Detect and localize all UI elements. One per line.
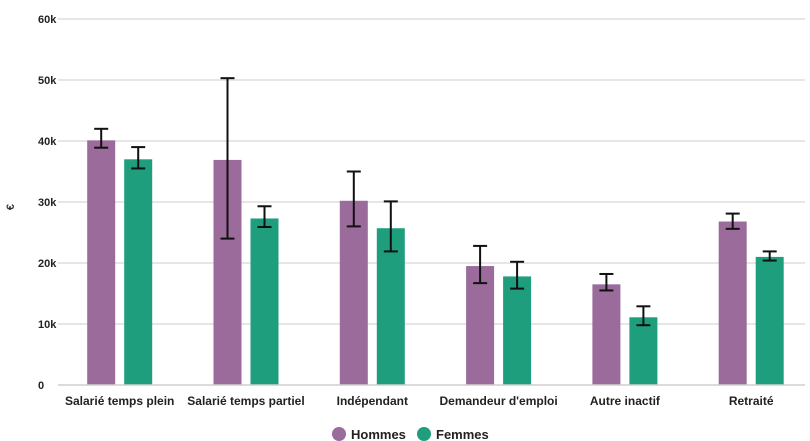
bar xyxy=(718,221,747,385)
x-category-label: Autre inactif xyxy=(590,394,661,408)
bar xyxy=(592,284,621,385)
x-axis-categories: Salarié temps plein Salarié temps partiel… xyxy=(65,394,774,408)
y-tick-label: 10k xyxy=(38,319,57,331)
bar xyxy=(629,317,658,385)
bar xyxy=(250,218,279,385)
y-tick-label: 30k xyxy=(38,197,57,209)
x-category-label: Salarié temps plein xyxy=(65,394,174,408)
bar xyxy=(376,228,405,385)
x-category-label: Indépendant xyxy=(337,394,408,408)
y-axis-label: € xyxy=(5,204,17,210)
gridlines xyxy=(58,18,805,325)
y-axis-ticks: 0 10k 20k 30k 40k 50k 60k xyxy=(38,14,57,392)
x-category-label: Demandeur d'emploi xyxy=(439,394,557,408)
bar xyxy=(755,256,784,385)
x-category-label: Retraité xyxy=(729,394,774,408)
legend: Hommes Femmes xyxy=(332,427,489,441)
bar xyxy=(339,200,368,385)
y-tick-label: 20k xyxy=(38,258,57,270)
bar xyxy=(124,159,153,385)
y-tick-label: 50k xyxy=(38,75,57,87)
error-bars xyxy=(94,77,777,327)
legend-label: Femmes xyxy=(436,427,489,441)
bar xyxy=(503,276,532,385)
y-tick-label: 60k xyxy=(38,14,57,26)
legend-label: Hommes xyxy=(351,427,406,441)
bar xyxy=(466,266,495,385)
y-tick-label: 0 xyxy=(38,380,44,392)
legend-swatch xyxy=(417,427,431,441)
x-category-label: Salarié temps partiel xyxy=(187,394,304,408)
legend-swatch xyxy=(332,427,346,441)
bar xyxy=(87,140,116,385)
y-tick-label: 40k xyxy=(38,136,57,148)
bars xyxy=(87,140,784,385)
